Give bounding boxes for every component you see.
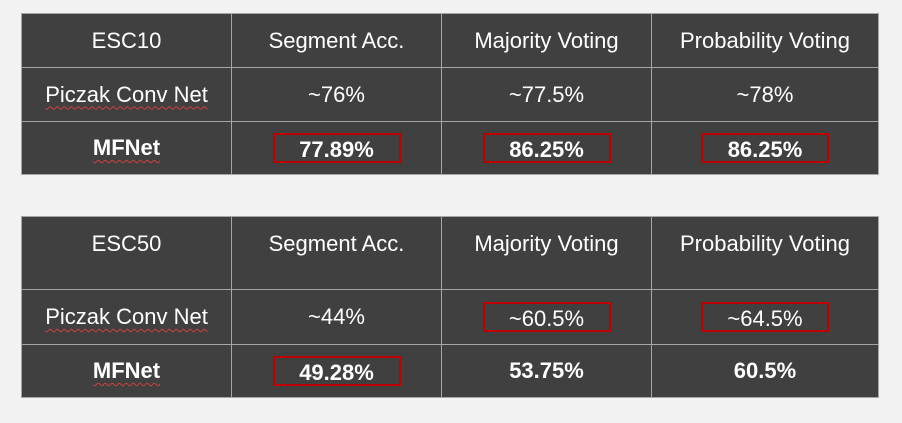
highlight-box: 86.25% xyxy=(701,133,829,163)
highlight-box: 49.28% xyxy=(272,356,401,386)
esc10-results-table: ESC10 Segment Acc. Majority Voting Proba… xyxy=(21,13,879,175)
esc50-results-table: ESC50 Segment Acc. Majority Voting Proba… xyxy=(21,216,879,398)
highlight-box: 77.89% xyxy=(272,133,401,163)
table-header-row: ESC50 Segment Acc. Majority Voting Proba… xyxy=(21,216,879,290)
model-name: MFNet xyxy=(92,135,161,160)
model-name: MFNet xyxy=(92,358,161,383)
segment-acc-header-cell: Segment Acc. xyxy=(231,13,442,68)
probability-voting-header-cell: Probability Voting xyxy=(651,13,879,68)
model-name-cell: MFNet xyxy=(21,121,232,175)
highlight-box: 86.25% xyxy=(482,133,611,163)
model-name: Piczak Conv Net xyxy=(45,304,208,329)
dataset-header-cell: ESC50 xyxy=(21,216,232,290)
probability-voting-cell: 60.5% xyxy=(651,344,879,398)
majority-voting-cell: ~77.5% xyxy=(441,67,652,122)
majority-voting-header-cell: Majority Voting xyxy=(441,13,652,68)
model-name-cell: MFNet xyxy=(21,344,232,398)
segment-acc-cell: ~44% xyxy=(231,289,442,345)
table-row: MFNet 49.28% 53.75% 60.5% xyxy=(21,344,879,398)
table-row: MFNet 77.89% 86.25% 86.25% xyxy=(21,121,879,175)
model-name-cell: Piczak Conv Net xyxy=(21,67,232,122)
probability-voting-cell: ~78% xyxy=(651,67,879,122)
probability-voting-header-cell: Probability Voting xyxy=(651,216,879,290)
highlight-box: ~64.5% xyxy=(701,302,829,332)
segment-acc-header-cell: Segment Acc. xyxy=(231,216,442,290)
probability-voting-cell: ~64.5% xyxy=(651,289,879,345)
table-row: Piczak Conv Net ~44% ~60.5% ~64.5% xyxy=(21,289,879,345)
table-row: Piczak Conv Net ~76% ~77.5% ~78% xyxy=(21,67,879,122)
dataset-header-cell: ESC10 xyxy=(21,13,232,68)
model-name: Piczak Conv Net xyxy=(45,81,208,107)
model-name-cell: Piczak Conv Net xyxy=(21,289,232,345)
table-header-row: ESC10 Segment Acc. Majority Voting Proba… xyxy=(21,13,879,68)
highlight-box: ~60.5% xyxy=(482,302,611,332)
majority-voting-cell: ~60.5% xyxy=(441,289,652,345)
majority-voting-header-cell: Majority Voting xyxy=(441,216,652,290)
majority-voting-cell: 53.75% xyxy=(441,344,652,398)
segment-acc-cell: 49.28% xyxy=(231,344,442,398)
probability-voting-cell: 86.25% xyxy=(651,121,879,175)
segment-acc-cell: ~76% xyxy=(231,67,442,122)
segment-acc-cell: 77.89% xyxy=(231,121,442,175)
majority-voting-cell: 86.25% xyxy=(441,121,652,175)
